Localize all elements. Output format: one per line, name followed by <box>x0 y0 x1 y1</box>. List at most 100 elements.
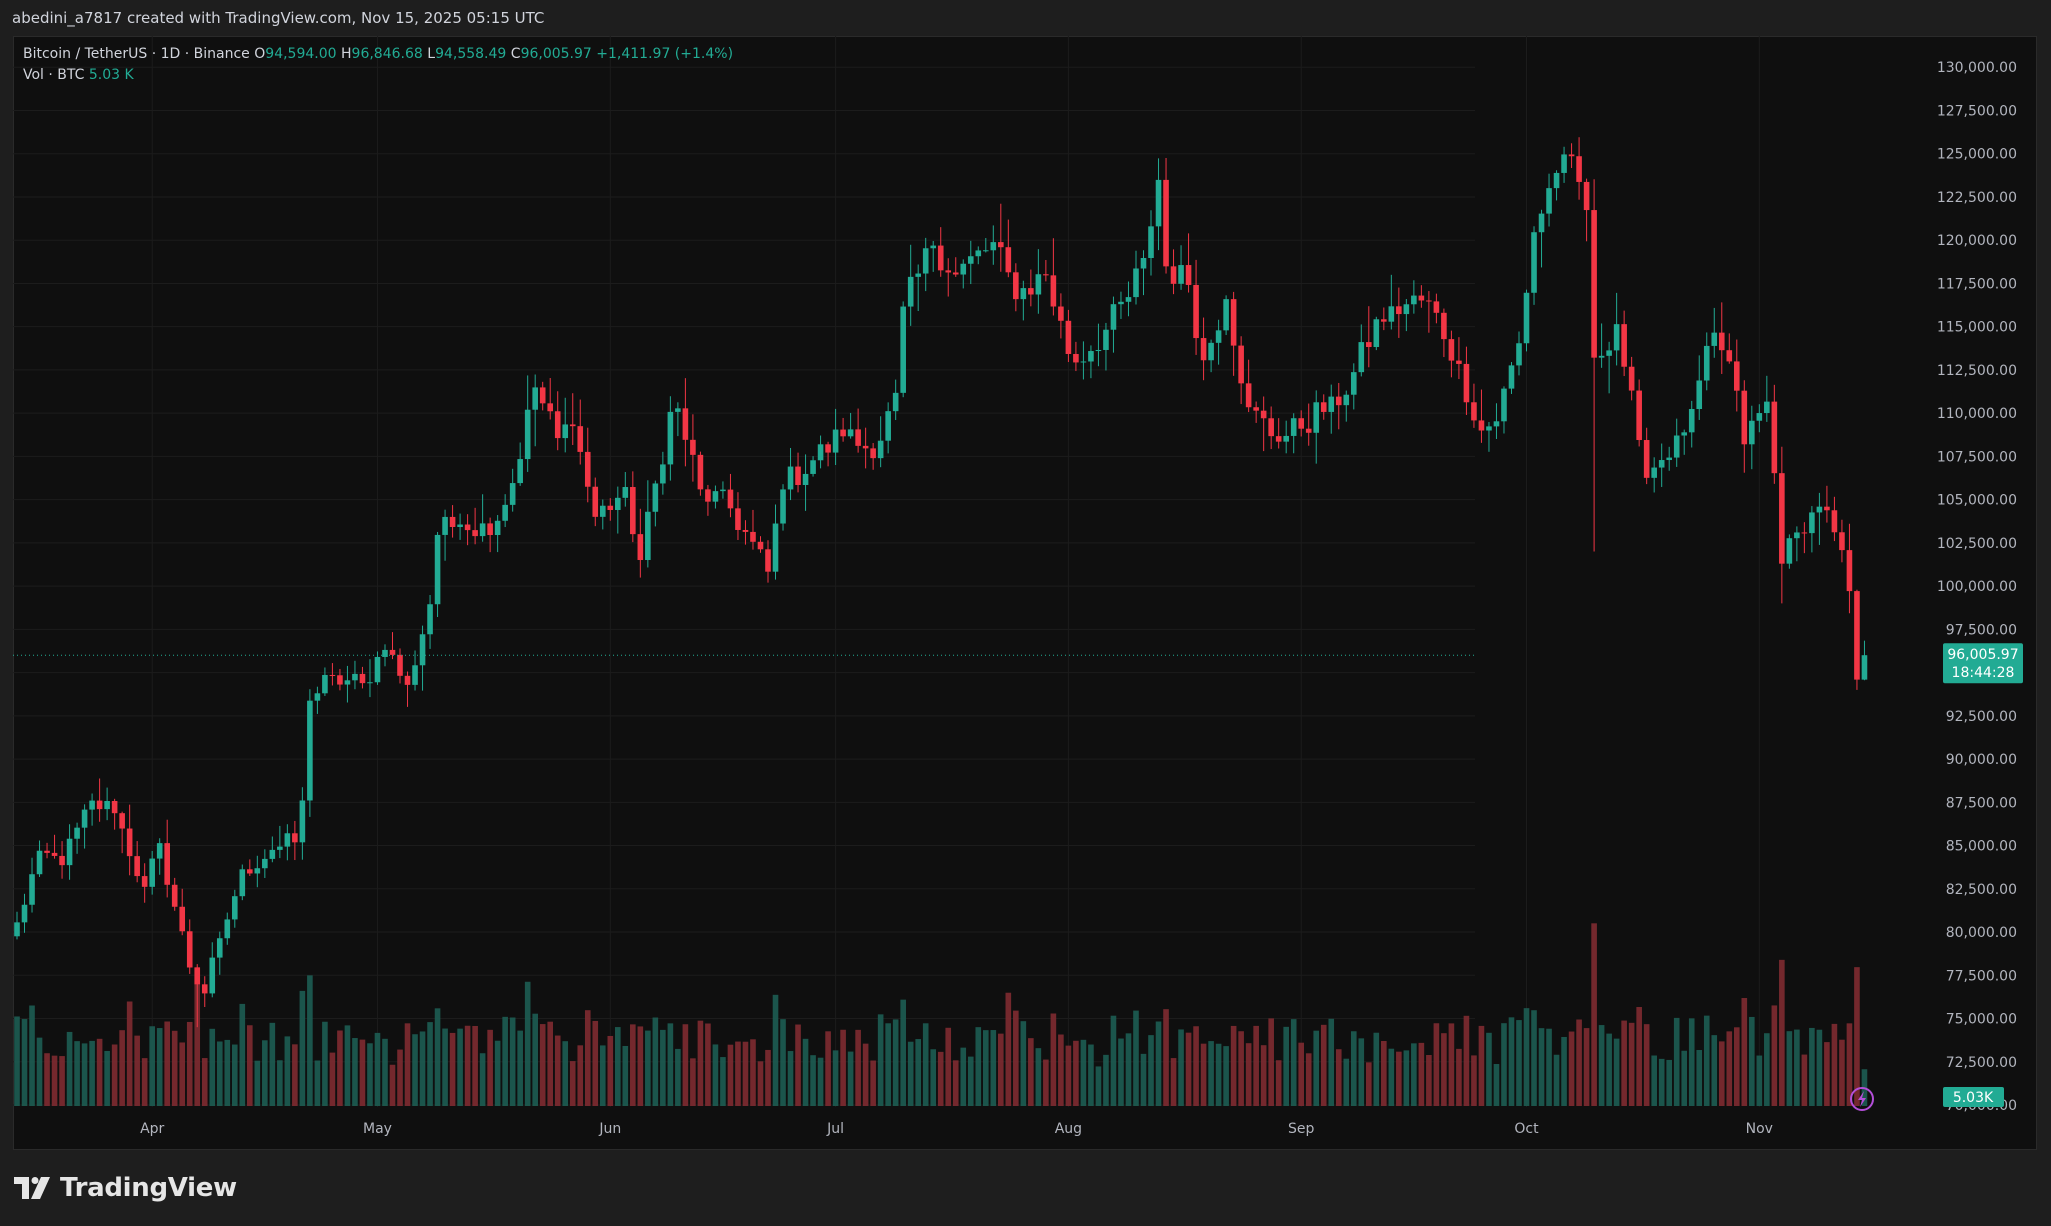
candle-body <box>1636 390 1642 441</box>
volume-bar <box>1598 1025 1605 1106</box>
volume-bar <box>1538 1028 1545 1106</box>
price-axis[interactable]: 70,000.0072,500.0075,000.0077,500.0080,0… <box>1937 60 2017 1114</box>
last-volume-tag <box>1943 1087 2004 1107</box>
volume-bar <box>637 1026 644 1106</box>
time-axis[interactable]: Apr May Jun Jul Aug Sep Oct Nov <box>140 1121 1773 1137</box>
high-label: H <box>341 46 352 62</box>
candle-body <box>374 656 381 683</box>
candle-body <box>922 248 929 274</box>
price-axis-label: 85,000.00 <box>1946 839 2017 855</box>
volume-bar <box>141 1058 148 1106</box>
candle-body <box>1035 274 1042 295</box>
candle-body <box>592 486 599 517</box>
volume-bar <box>810 1055 816 1106</box>
candle-body <box>449 516 456 527</box>
candle-body <box>1681 432 1688 436</box>
volume-bar <box>660 1029 666 1106</box>
price-chart[interactable]: 70,000.0072,500.0075,000.0077,500.0080,0… <box>13 36 2037 1150</box>
volume-bar <box>179 1042 186 1106</box>
candle-body <box>156 843 163 859</box>
volume-bar <box>314 1060 321 1106</box>
volume-bar <box>630 1024 636 1106</box>
candle-body <box>299 800 306 843</box>
volume-bar <box>877 1014 884 1106</box>
volume-bar <box>404 1023 411 1106</box>
candle-body <box>1831 510 1838 533</box>
candle-body <box>81 809 88 828</box>
volume-bar <box>1163 1009 1169 1106</box>
candle-body <box>660 464 666 484</box>
volume-bar <box>1366 1062 1372 1106</box>
candle-body <box>712 491 719 502</box>
volume-bar <box>817 1057 824 1106</box>
volume-bar <box>885 1023 891 1106</box>
tradingview-logo[interactable]: TradingView <box>14 1172 237 1204</box>
candle-body <box>29 874 35 905</box>
volume-bar <box>1816 1029 1823 1106</box>
chart-pane[interactable] <box>13 36 2037 1150</box>
candle-body <box>314 693 321 701</box>
volume-bar <box>494 1040 501 1106</box>
candle-body <box>1095 349 1102 352</box>
volume-bar <box>607 1035 614 1106</box>
candle-body <box>1050 275 1057 307</box>
symbol-description[interactable]: Bitcoin / TetherUS · 1D · Binance <box>23 46 250 62</box>
candle-body <box>569 424 576 427</box>
candle-body <box>547 403 554 412</box>
candle-body <box>1305 428 1312 433</box>
candle-body <box>1696 380 1703 410</box>
candle-body <box>269 849 276 859</box>
candle-body <box>419 634 426 666</box>
volume-bar <box>1103 1054 1109 1106</box>
volume-bar <box>1230 1025 1237 1106</box>
candle-body <box>780 489 786 524</box>
close-value: 96,005.97 <box>520 46 592 62</box>
candle-body <box>1320 402 1327 412</box>
candle-body <box>1809 512 1815 534</box>
candle-body <box>216 938 223 958</box>
volume-bar <box>1058 1034 1064 1106</box>
candle-body <box>532 387 538 410</box>
candle-body <box>1688 409 1695 433</box>
lightning-icon[interactable] <box>1850 1087 1874 1111</box>
price-axis-label: 115,000.00 <box>1937 320 2017 336</box>
candle-body <box>1651 467 1657 478</box>
volume-bar <box>1703 1015 1710 1106</box>
time-axis-label: May <box>363 1121 392 1137</box>
volume-bar <box>1568 1031 1575 1106</box>
volume-bar <box>690 1058 696 1106</box>
candle-body <box>427 604 433 635</box>
candle-body <box>1501 388 1507 422</box>
candle-body <box>1666 457 1672 461</box>
candle-body <box>795 466 801 485</box>
volume-bar <box>599 1045 606 1106</box>
chart-credit: abedini_a7817 created with TradingView.c… <box>0 0 2051 36</box>
candle-body <box>1373 319 1380 348</box>
candle-body <box>1576 156 1582 182</box>
volume-bar <box>1824 1042 1830 1106</box>
volume-bar <box>787 1051 794 1106</box>
volume-bar <box>562 1041 569 1106</box>
volume-bar <box>780 1019 786 1106</box>
candle-body <box>1598 355 1605 358</box>
volume-bar <box>645 1030 651 1106</box>
candle-body <box>637 534 644 561</box>
candle-body <box>1088 351 1094 362</box>
candle-body <box>96 800 103 810</box>
candle-body <box>742 529 749 532</box>
volume-bar <box>622 1045 629 1106</box>
volume-bar <box>1471 1055 1477 1106</box>
volume-bar <box>262 1040 268 1106</box>
candle-body <box>51 852 58 856</box>
volume-label[interactable]: Vol · BTC <box>23 67 85 83</box>
volume-bar <box>1028 1038 1034 1106</box>
volume-bar <box>615 1027 621 1106</box>
candle-body <box>1215 330 1222 343</box>
candle-body <box>209 957 216 994</box>
volume-bar <box>1238 1031 1244 1106</box>
volume-bar <box>479 1053 486 1106</box>
candle-body <box>1591 210 1597 358</box>
volume-bar <box>1320 1024 1327 1106</box>
volume-bar <box>186 1021 193 1106</box>
volume-bar <box>149 1026 155 1106</box>
